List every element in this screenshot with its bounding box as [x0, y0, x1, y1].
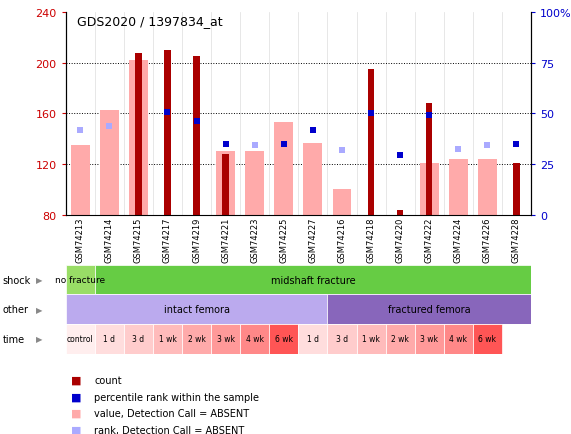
Text: 6 wk: 6 wk	[275, 335, 293, 343]
Bar	[368, 70, 374, 215]
Bar	[303, 143, 323, 215]
Bar	[240, 324, 270, 354]
Text: 1 wk: 1 wk	[362, 335, 380, 343]
Bar	[95, 324, 124, 354]
Bar	[327, 324, 356, 354]
Text: ■: ■	[71, 392, 82, 401]
Bar	[420, 164, 439, 215]
Bar	[223, 155, 229, 215]
Text: 1 d: 1 d	[307, 335, 319, 343]
Bar	[216, 152, 235, 215]
Bar	[164, 51, 171, 215]
Bar	[211, 324, 240, 354]
Text: percentile rank within the sample: percentile rank within the sample	[94, 392, 259, 401]
Bar	[332, 190, 351, 215]
Bar	[397, 210, 403, 215]
Text: shock: shock	[3, 275, 31, 285]
Text: 2 wk: 2 wk	[391, 335, 409, 343]
Text: 3 wk: 3 wk	[216, 335, 235, 343]
Bar	[298, 324, 327, 354]
Text: control: control	[67, 335, 94, 343]
Text: ▶: ▶	[35, 305, 42, 314]
Bar	[135, 53, 142, 215]
Text: ▶: ▶	[35, 276, 42, 284]
Text: 1 d: 1 d	[103, 335, 115, 343]
Text: midshaft fracture: midshaft fracture	[271, 275, 355, 285]
Bar	[513, 164, 520, 215]
Bar	[129, 61, 148, 215]
Bar	[473, 324, 502, 354]
Text: rank, Detection Call = ABSENT: rank, Detection Call = ABSENT	[94, 425, 244, 434]
Text: fractured femora: fractured femora	[388, 305, 471, 314]
Bar	[182, 324, 211, 354]
Bar	[478, 160, 497, 215]
Text: count: count	[94, 375, 122, 385]
Bar	[274, 123, 293, 215]
Text: 3 wk: 3 wk	[420, 335, 438, 343]
Text: no fracture: no fracture	[55, 276, 105, 284]
Bar	[246, 152, 264, 215]
Bar	[270, 324, 298, 354]
Text: 3 d: 3 d	[132, 335, 144, 343]
Bar	[124, 324, 153, 354]
Text: ■: ■	[71, 408, 82, 418]
Bar	[327, 295, 531, 324]
Text: 4 wk: 4 wk	[449, 335, 467, 343]
Bar	[66, 295, 327, 324]
Bar	[153, 324, 182, 354]
Text: ▶: ▶	[35, 335, 42, 343]
Text: value, Detection Call = ABSENT: value, Detection Call = ABSENT	[94, 408, 250, 418]
Bar	[415, 324, 444, 354]
Text: GDS2020 / 1397834_at: GDS2020 / 1397834_at	[77, 15, 223, 28]
Text: ■: ■	[71, 425, 82, 434]
Bar	[66, 265, 95, 295]
Bar	[426, 104, 432, 215]
Bar	[385, 324, 415, 354]
Text: time: time	[3, 334, 25, 344]
Text: intact femora: intact femora	[163, 305, 230, 314]
Text: 1 wk: 1 wk	[159, 335, 176, 343]
Text: 3 d: 3 d	[336, 335, 348, 343]
Bar	[356, 324, 385, 354]
Text: other: other	[3, 305, 29, 314]
Bar	[449, 160, 468, 215]
Bar	[100, 110, 119, 215]
Text: 4 wk: 4 wk	[246, 335, 264, 343]
Text: 6 wk: 6 wk	[478, 335, 496, 343]
Text: ■: ■	[71, 375, 82, 385]
Text: 2 wk: 2 wk	[188, 335, 206, 343]
Bar	[71, 146, 90, 215]
Bar	[66, 324, 95, 354]
Bar	[194, 57, 200, 215]
Bar	[444, 324, 473, 354]
